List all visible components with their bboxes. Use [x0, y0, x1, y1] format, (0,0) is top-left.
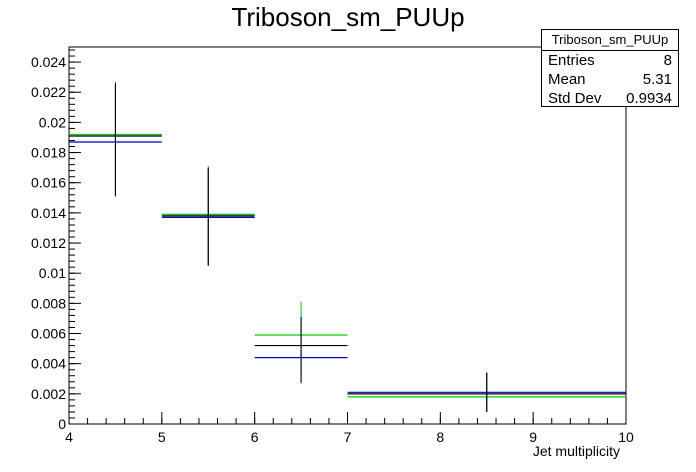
x-tick-label: 8: [436, 429, 444, 445]
y-tick-label: 0.002: [31, 386, 66, 402]
y-tick-label: 0: [58, 416, 66, 432]
y-tick-label: 0.02: [39, 114, 66, 130]
stats-row-stddev: Std Dev 0.9934: [542, 89, 678, 108]
x-tick-label: 6: [251, 429, 259, 445]
stats-box: Triboson_sm_PUUp Entries 8 Mean 5.31 Std…: [541, 29, 679, 107]
stats-stddev-value: 0.9934: [626, 90, 672, 107]
x-tick-label: 7: [344, 429, 352, 445]
stats-box-title: Triboson_sm_PUUp: [542, 30, 678, 51]
series-2: [69, 83, 626, 412]
y-tick-label: 0.016: [31, 175, 66, 191]
chart-title: Triboson_sm_PUUp: [231, 2, 465, 32]
stats-mean-value: 5.31: [642, 71, 672, 88]
stats-row-mean: Mean 5.31: [542, 70, 678, 89]
y-tick-label: 0.004: [31, 356, 66, 372]
stats-row-entries: Entries 8: [542, 51, 678, 70]
x-tick-label: 9: [529, 429, 537, 445]
x-axis-label: Jet multiplicity: [533, 443, 620, 459]
y-tick-label: 0.012: [31, 235, 66, 251]
y-tick-label: 0.01: [39, 265, 66, 281]
y-tick-label: 0.006: [31, 326, 66, 342]
y-tick-label: 0.022: [31, 84, 66, 100]
series-1: [69, 84, 626, 412]
y-tick-label: 0.008: [31, 295, 66, 311]
series-0: [69, 81, 626, 412]
stats-stddev-label: Std Dev: [548, 90, 602, 107]
x-tick-label: 10: [618, 429, 634, 445]
stats-mean-label: Mean: [548, 71, 586, 88]
y-tick-label: 0.014: [31, 205, 66, 221]
stats-entries-label: Entries: [548, 52, 595, 69]
y-tick-label: 0.024: [31, 54, 66, 70]
y-tick-label: 0.018: [31, 145, 66, 161]
stats-entries-value: 8: [663, 52, 672, 69]
x-tick-label: 4: [65, 429, 73, 445]
x-tick-label: 5: [158, 429, 166, 445]
